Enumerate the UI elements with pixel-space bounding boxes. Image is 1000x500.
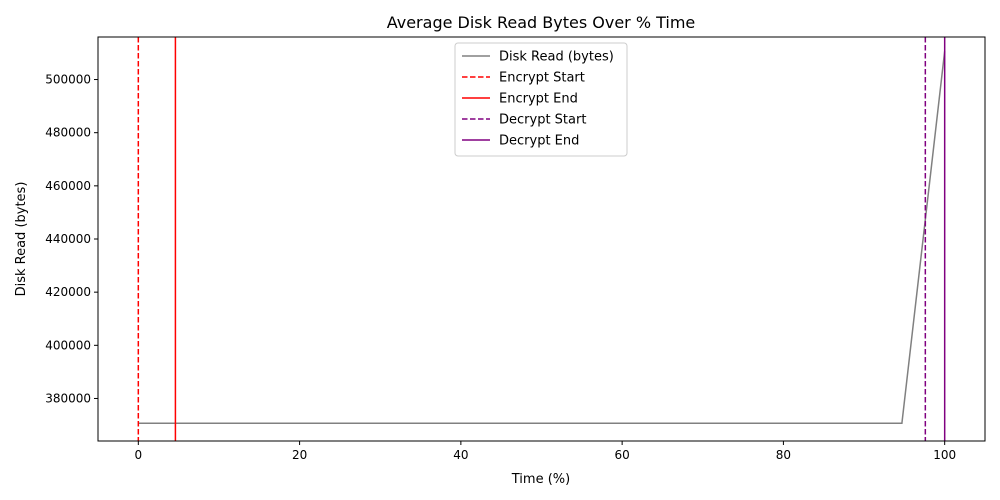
y-tick-label: 440000 [45, 232, 91, 246]
legend-label-encrypt-end: Encrypt End [499, 92, 578, 107]
plot-frame [97, 36, 986, 442]
legend-box [454, 42, 628, 157]
x-tick-label: 80 [776, 448, 791, 462]
x-tick-label: 20 [292, 448, 307, 462]
y-axis-label: Disk Read (bytes) [14, 182, 29, 297]
series-line-disk-read-bytes [138, 51, 946, 424]
legend-label-decrypt-end: Decrypt End [499, 134, 579, 149]
legend-label-disk-read-bytes: Disk Read (bytes) [499, 50, 614, 65]
x-axis-ticks: 0 20 40 60 80 100 [134, 441, 956, 462]
y-axis-ticks: 380000 400000 420000 440000 460000 480000 5000… [45, 73, 98, 405]
x-tick-label: 0 [134, 448, 142, 462]
legend: Disk Read (bytes) Encrypt Start Encrypt En… [454, 42, 628, 157]
chart-title: Average Disk Read Bytes Over % Time [387, 13, 696, 32]
y-tick-label: 480000 [45, 126, 91, 140]
y-tick-label: 460000 [45, 179, 91, 193]
x-tick-label: 60 [614, 448, 629, 462]
y-tick-label: 380000 [45, 391, 91, 405]
legend-label-encrypt-start: Encrypt Start [499, 71, 585, 86]
y-tick-label: 500000 [45, 73, 91, 87]
y-tick-label: 420000 [45, 285, 91, 299]
legend-label-decrypt-start: Decrypt Start [499, 113, 586, 128]
plot-content [137, 37, 946, 441]
x-axis-label: Time (%) [511, 472, 570, 487]
y-tick-label: 400000 [45, 338, 91, 352]
x-tick-label: 100 [933, 448, 956, 462]
x-tick-label: 40 [453, 448, 468, 462]
